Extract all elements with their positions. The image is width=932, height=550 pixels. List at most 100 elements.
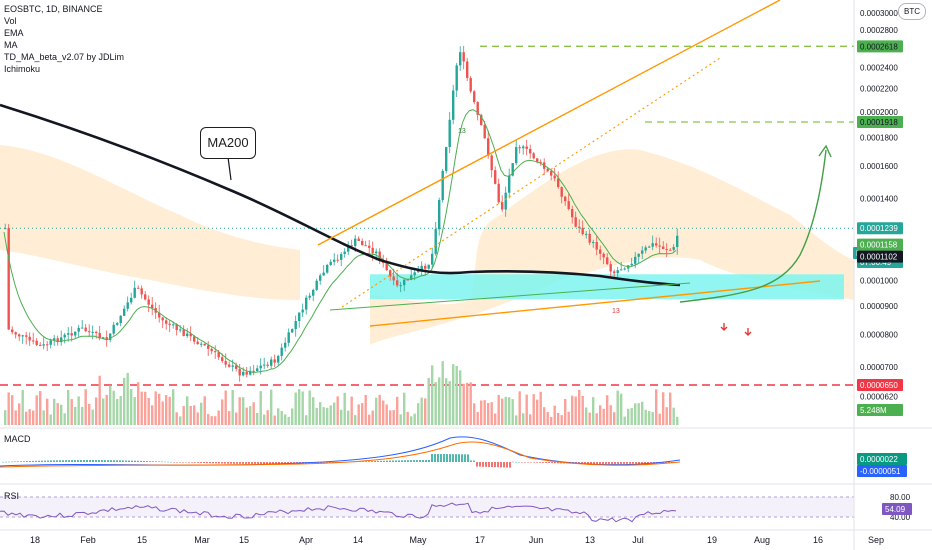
macd-histogram-bar (179, 462, 181, 463)
time-tick: 13 (585, 535, 595, 545)
candle-body (151, 304, 154, 308)
macd-histogram-bar (101, 460, 103, 462)
symbol-title[interactable]: EOSBTC, 1D, BINANCE (4, 4, 103, 14)
volume-bar (613, 412, 616, 425)
rsi-badge (882, 503, 912, 515)
candle-body (193, 336, 196, 342)
macd-histogram-bar (332, 462, 334, 463)
volume-bar (4, 410, 7, 425)
candle-body (203, 343, 206, 346)
volume-bar (266, 410, 269, 425)
candle-body (49, 340, 52, 345)
price-tick: 0.0001400 (860, 194, 898, 203)
macd-histogram-bar (260, 462, 262, 464)
rsi-label[interactable]: RSI (4, 491, 20, 501)
candle-body (56, 338, 59, 343)
volume-bar (581, 395, 584, 425)
volume-bar (637, 403, 640, 425)
candle-body (259, 365, 262, 369)
channel-mid (341, 57, 721, 308)
volume-bar (95, 397, 98, 425)
volume-bar (574, 396, 577, 425)
volume-bar (144, 391, 147, 425)
volume-bar (182, 406, 185, 425)
drawings[interactable]: 13 13 (317, 0, 832, 336)
legend-ma[interactable]: MA (4, 40, 18, 50)
macd-histogram-bar (422, 460, 424, 462)
candle-body (522, 146, 525, 149)
volume-bar (403, 392, 406, 425)
volume-bar (340, 409, 343, 425)
macd-label[interactable]: MACD (4, 434, 31, 444)
candle-body (196, 341, 199, 345)
legend-vol[interactable]: Vol (4, 16, 17, 26)
candle-body (529, 148, 532, 154)
macd-histogram-bar (389, 460, 391, 462)
volume-bar (571, 395, 574, 425)
volume-bar (364, 394, 367, 425)
candle-body (406, 279, 409, 281)
volume-bar (210, 416, 213, 425)
volume-bar (424, 398, 427, 425)
macd-histogram-bar (584, 462, 586, 464)
macd-histogram-bar (35, 460, 37, 462)
volume-bar (399, 414, 402, 425)
volume-bar (462, 383, 465, 425)
price-tick: 0.0001600 (860, 162, 898, 171)
macd-histogram-bar (428, 460, 430, 462)
macd-histogram-bar (440, 454, 442, 462)
candle-body (91, 331, 94, 333)
legend-ichimoku[interactable]: Ichimoku (4, 64, 41, 74)
macd-histogram-bar (503, 462, 505, 468)
macd-histogram-bar (182, 462, 184, 463)
candle-body (63, 334, 66, 338)
macd-histogram-bar (410, 460, 412, 462)
candle-body (235, 365, 238, 369)
volume-bar (70, 399, 73, 425)
macd-histogram-bar (593, 462, 595, 464)
macd-histogram-bar (581, 462, 583, 464)
volume-bar (88, 403, 91, 425)
legend-td[interactable]: TD_MA_beta_v2.07 by JDLim (4, 52, 125, 62)
macd-histogram-bar (29, 460, 31, 462)
candle-body (319, 275, 322, 281)
candle-body (490, 155, 493, 171)
macd-histogram-bar (254, 462, 256, 464)
volume-bar (284, 414, 287, 425)
macd-histogram-bar (266, 462, 268, 464)
macd-histogram-bar (626, 462, 628, 464)
volume-bar (217, 410, 220, 425)
macd-histogram-bar (170, 461, 172, 463)
candle-body (459, 52, 462, 66)
volume-bar (200, 402, 203, 425)
candle-body (368, 245, 371, 248)
volume-bar (322, 407, 325, 425)
time-tick: 19 (707, 535, 717, 545)
candle-body (578, 226, 581, 228)
candle-body (245, 371, 248, 375)
candle-body (455, 65, 458, 91)
volume-bar (676, 416, 679, 425)
candle-body (389, 270, 392, 277)
candle-body (637, 253, 640, 257)
macd-histogram-bar (110, 460, 112, 462)
volume-bar (368, 414, 371, 425)
time-axis[interactable]: 18 Feb 15 Mar 15 Apr 14 May 17 Jun 13 Jul 19 Aug 16 Sep (30, 535, 884, 545)
candle-body (385, 262, 388, 271)
candle-body (546, 168, 549, 172)
volume-bar (578, 389, 581, 425)
macd-histogram-bar (161, 461, 163, 463)
macd-histogram-bar (275, 462, 277, 464)
projection-curve (679, 149, 827, 303)
volume-bar (644, 409, 647, 425)
candle-body (305, 297, 308, 310)
currency-badge[interactable]: BTC (898, 3, 926, 20)
volume-bar (28, 409, 31, 425)
volume-bars (4, 361, 679, 425)
macd-histogram-bar (185, 462, 187, 463)
legend-ema[interactable]: EMA (4, 28, 24, 38)
macd-badge (857, 465, 907, 477)
volume-bar (599, 405, 602, 425)
